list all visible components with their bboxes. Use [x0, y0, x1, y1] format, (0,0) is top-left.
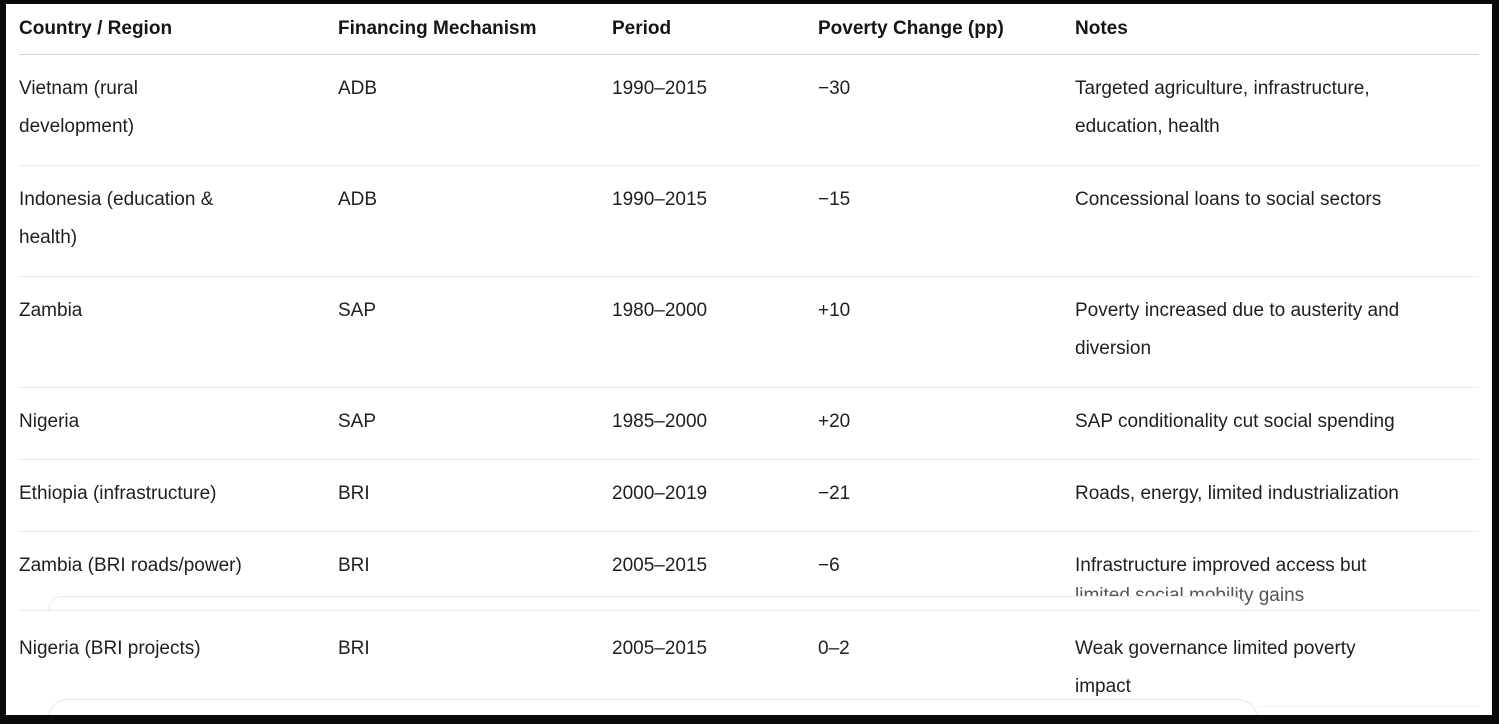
cell-period: 1990–2015	[612, 78, 708, 99]
cell-mechanism: ADB	[338, 78, 378, 99]
cell-mechanism: BRI	[338, 483, 370, 504]
cell-notes: Poverty increased due to austerity and d…	[1075, 300, 1400, 359]
table-row-ethiopia-bri: Ethiopia (infrastructure) BRI 2000–2019 …	[6, 459, 1492, 531]
cell-period: 2005–2015	[612, 638, 708, 659]
cell-period: 2000–2019	[612, 483, 708, 504]
cell-country: Zambia	[19, 300, 83, 321]
cell-change: −21	[818, 483, 851, 504]
poverty-table: Country / Region Financing Mechanism Per…	[6, 4, 1492, 715]
cell-change: −6	[818, 555, 840, 576]
cell-country: Nigeria (BRI projects)	[19, 638, 201, 659]
overlay-strip	[48, 596, 1246, 610]
cell-country: Ethiopia (infrastructure)	[19, 483, 217, 504]
table-row-zambia-sap: Zambia SAP 1980–2000 +10 Poverty increas…	[6, 276, 1492, 387]
table-row-nigeria-sap: Nigeria SAP 1985–2000 +20 SAP conditiona…	[6, 387, 1492, 459]
cell-period: 1990–2015	[612, 189, 708, 210]
cell-country: Nigeria	[19, 411, 80, 432]
cell-change: +10	[818, 300, 851, 321]
column-header-country: Country / Region	[19, 18, 173, 39]
cell-notes: Roads, energy, limited industrialization	[1075, 483, 1399, 504]
cell-notes: Targeted agriculture, infrastructure, ed…	[1075, 78, 1370, 137]
cell-notes: Concessional loans to social sectors	[1075, 189, 1382, 210]
cell-period: 2005–2015	[612, 555, 708, 576]
table-row-indonesia: Indonesia (education & health) ADB 1990–…	[6, 165, 1492, 276]
cell-country: Zambia (BRI roads/power)	[19, 555, 242, 576]
cell-change: 0–2	[818, 638, 850, 659]
cell-mechanism: SAP	[338, 300, 377, 321]
cell-notes: Weak governance limited poverty impact	[1075, 638, 1356, 697]
cell-change: −30	[818, 78, 851, 99]
table-row-nigeria-bri: Nigeria (BRI projects) BRI 2005–2015 0–2…	[6, 610, 1492, 715]
table-header-row: Country / Region Financing Mechanism Per…	[6, 4, 1492, 54]
cell-change: −15	[818, 189, 851, 210]
column-header-change: Poverty Change (pp)	[818, 18, 1004, 39]
cell-change: +20	[818, 411, 851, 432]
column-header-period: Period	[612, 18, 672, 39]
table-row-zambia-bri: Zambia (BRI roads/power) BRI 2005–2015 −…	[6, 531, 1492, 610]
cell-mechanism: BRI	[338, 555, 370, 576]
cell-period: 1980–2000	[612, 300, 708, 321]
cell-mechanism: BRI	[338, 638, 370, 659]
background-card-edge	[1258, 706, 1478, 707]
cell-country: Indonesia (education & health)	[19, 189, 214, 248]
column-header-notes: Notes	[1075, 18, 1128, 39]
cell-notes: SAP conditionality cut social spending	[1075, 411, 1395, 432]
cell-notes: Infrastructure improved access but	[1075, 555, 1367, 576]
chat-table-page: Country / Region Financing Mechanism Per…	[6, 4, 1492, 715]
table-row-vietnam: Vietnam (rural development) ADB 1990–201…	[6, 54, 1492, 165]
cell-mechanism: ADB	[338, 189, 378, 210]
composer-card[interactable]	[48, 699, 1258, 715]
cell-country: Vietnam (rural development)	[19, 78, 138, 137]
cell-mechanism: SAP	[338, 411, 377, 432]
cell-period: 1985–2000	[612, 411, 708, 432]
column-header-mechanism: Financing Mechanism	[338, 18, 537, 39]
